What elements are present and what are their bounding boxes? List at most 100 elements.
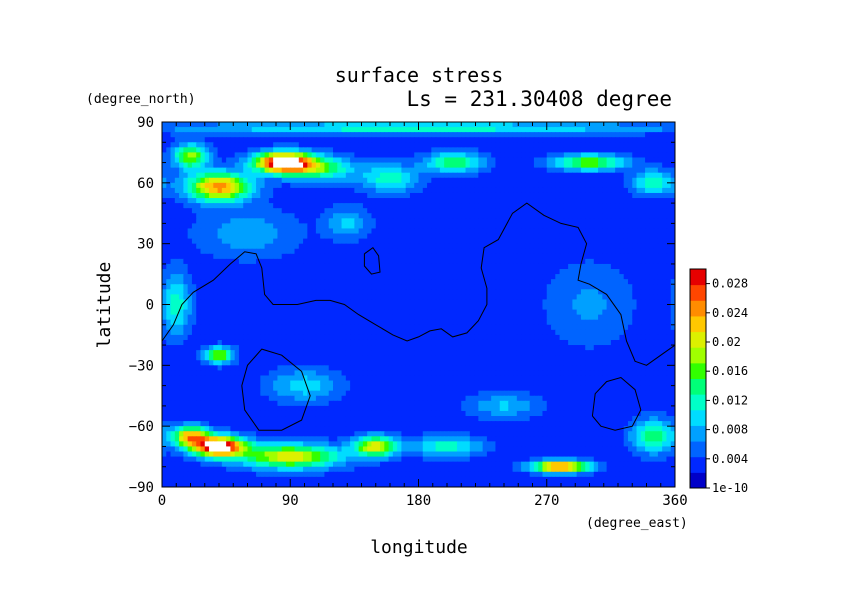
heat-cell	[196, 223, 202, 230]
heat-cell	[559, 122, 565, 128]
heat-cell	[525, 228, 531, 235]
heat-cell	[456, 284, 462, 290]
heat-cell	[452, 203, 458, 209]
heat-cell	[392, 309, 398, 316]
heat-cell	[576, 132, 582, 138]
heat-cell	[619, 228, 625, 235]
heat-cell	[243, 218, 249, 224]
heat-cell	[422, 258, 428, 265]
heat-cell	[256, 263, 261, 270]
heat-cell	[324, 213, 330, 219]
heat-cell	[183, 263, 189, 270]
heat-cell	[662, 294, 668, 301]
heat-cell	[585, 279, 591, 285]
heat-cell	[281, 289, 287, 295]
heat-cell	[350, 182, 355, 189]
heat-cell	[439, 137, 445, 143]
heat-cell	[636, 279, 642, 285]
heat-cell	[303, 243, 308, 250]
heat-cell	[627, 213, 633, 219]
heat-cell	[456, 309, 462, 316]
heat-cell	[529, 203, 535, 209]
heat-cell	[666, 177, 672, 184]
heat-cell	[230, 233, 236, 240]
heat-cell	[478, 274, 484, 280]
heat-cell	[358, 233, 364, 240]
heat-cell	[627, 238, 633, 245]
heat-cell	[397, 284, 402, 290]
heat-cell	[337, 294, 343, 301]
heat-cell	[649, 192, 655, 199]
heat-cell	[392, 213, 398, 219]
heat-cell	[662, 127, 668, 133]
heat-cell	[666, 233, 672, 240]
heat-cell	[392, 142, 398, 148]
heat-cell	[174, 127, 180, 133]
heat-cell	[482, 248, 488, 255]
heat-cell	[508, 203, 514, 209]
heat-cell	[512, 304, 518, 311]
heat-cell	[589, 299, 595, 306]
heat-cell	[320, 198, 326, 204]
heat-cell	[508, 248, 514, 255]
heat-cell	[461, 233, 467, 240]
heat-cell	[341, 314, 347, 321]
heat-cell	[636, 258, 642, 265]
heat-cell	[538, 177, 544, 184]
heat-cell	[563, 299, 569, 306]
heat-cell	[285, 157, 291, 164]
heat-cell	[388, 127, 394, 133]
heat-cell	[649, 137, 655, 143]
heat-cell	[452, 228, 458, 235]
heat-cell	[525, 294, 531, 301]
heat-cell	[478, 172, 484, 179]
heat-cell	[491, 213, 497, 219]
heat-cell	[341, 284, 347, 290]
heat-cell	[333, 187, 338, 194]
heat-cell	[448, 203, 454, 209]
heat-cell	[209, 279, 214, 285]
heat-cell	[452, 284, 458, 290]
heat-cell	[482, 147, 488, 154]
heat-cell	[525, 142, 531, 148]
heat-cell	[243, 319, 249, 326]
heat-cell	[427, 279, 432, 285]
heat-cell	[551, 228, 556, 235]
heat-cell	[191, 243, 197, 250]
heat-cell	[657, 152, 663, 159]
heat-cell	[542, 127, 548, 133]
heat-cell	[230, 309, 236, 316]
heat-cell	[666, 314, 672, 321]
heat-cell	[209, 233, 214, 240]
heat-cell	[422, 304, 428, 311]
heat-cell	[234, 329, 240, 336]
heat-cell	[461, 274, 467, 280]
heat-cell	[174, 299, 180, 306]
heat-cell	[598, 157, 603, 164]
heat-cell	[653, 304, 659, 311]
heat-cell	[380, 132, 385, 138]
heat-cell	[504, 304, 509, 311]
heat-cell	[209, 187, 214, 194]
heat-cell	[418, 319, 424, 326]
heat-cell	[653, 253, 659, 260]
heat-cell	[478, 182, 484, 189]
heat-cell	[196, 284, 202, 290]
heat-cell	[623, 208, 629, 214]
heat-cell	[268, 228, 274, 235]
heat-cell	[452, 329, 458, 336]
heat-cell	[640, 299, 646, 306]
heat-cell	[444, 218, 450, 224]
heat-cell	[640, 309, 646, 316]
heat-cell	[572, 263, 578, 270]
heat-cell	[610, 167, 616, 174]
heat-cell	[324, 208, 330, 214]
heat-cell	[465, 223, 471, 230]
heat-cell	[645, 208, 650, 214]
heat-cell	[606, 289, 612, 295]
heat-cell	[397, 299, 402, 306]
heat-cell	[649, 299, 655, 306]
heat-cell	[516, 324, 522, 331]
heat-cell	[645, 324, 650, 331]
heat-cell	[358, 258, 364, 265]
